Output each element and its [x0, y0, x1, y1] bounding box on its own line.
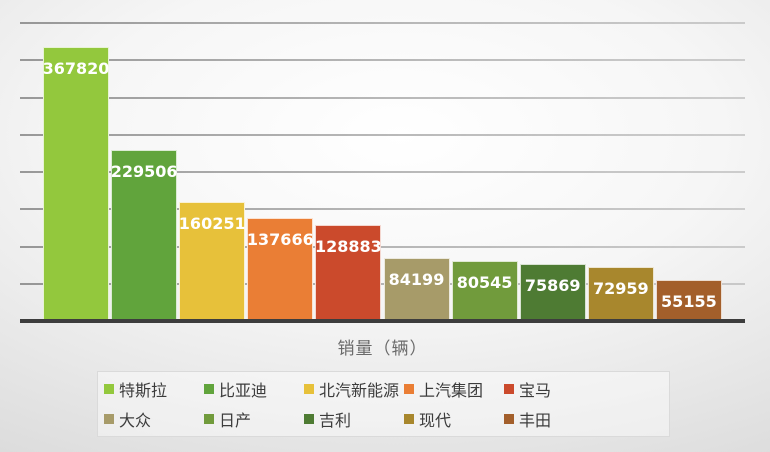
bar-value-label: 367820 [42, 59, 110, 78]
legend-item-比亚迪: 比亚迪 [204, 377, 304, 401]
legend-label: 比亚迪 [219, 383, 268, 400]
gridline-150000 [20, 208, 745, 211]
legend-label: 现代 [419, 413, 452, 430]
gridline-50000 [20, 282, 745, 285]
gridline-300000 [20, 96, 745, 99]
legend-swatch-icon [204, 384, 214, 394]
legend-item-现代: 现代 [404, 407, 504, 431]
legend-swatch-icon [104, 414, 114, 424]
bar-value-label: 55155 [661, 292, 717, 311]
legend-swatch-icon [104, 384, 114, 394]
gridline-250000 [20, 133, 745, 136]
gridline-200000 [20, 171, 745, 173]
gridline-100000 [20, 245, 745, 248]
legend-item-日产: 日产 [204, 407, 304, 431]
bar-value-label: 75869 [524, 276, 581, 295]
legend-item-特斯拉: 特斯拉 [104, 377, 204, 401]
bar-value-label: 84199 [388, 270, 445, 289]
bar-大众: 84199 [383, 258, 450, 321]
bar-特斯拉: 367820 [43, 47, 109, 321]
gridline-350000 [20, 59, 745, 62]
legend-swatch-icon [504, 414, 514, 424]
legend-label: 上汽集团 [419, 383, 484, 400]
bar-value-label: 72959 [592, 279, 649, 298]
legend-label: 北汽新能源 [319, 383, 400, 400]
legend-item-上汽集团: 上汽集团 [404, 377, 504, 401]
bar-上汽集团: 137666 [246, 218, 314, 321]
legend-label: 吉利 [319, 413, 352, 430]
x-axis-title: 销量（辆） [337, 339, 428, 358]
legend-label: 日产 [219, 413, 252, 430]
legend-item-丰田: 丰田 [504, 407, 669, 431]
legend-item-宝马: 宝马 [504, 377, 669, 401]
legend-label: 宝马 [519, 383, 552, 400]
plot-area: 367820 229506 160251 137666 128883 84199 80545… [20, 22, 745, 321]
legend: 特斯拉 比亚迪 北汽新能源 上汽集团 宝马大众 日产 吉利 现代 丰田 [97, 371, 670, 437]
bar-宝马: 128883 [315, 225, 382, 321]
legend-item-北汽新能源: 北汽新能源 [304, 377, 404, 401]
bar-北汽新能源: 160251 [178, 202, 246, 321]
bar-现代: 72959 [587, 267, 654, 321]
bar-吉利: 75869 [519, 264, 586, 321]
bar-value-label: 160251 [178, 214, 246, 233]
legend-item-大众: 大众 [104, 407, 204, 431]
legend-swatch-icon [204, 414, 214, 424]
legend-swatch-icon [404, 384, 414, 394]
legend-swatch-icon [304, 384, 314, 394]
gridline-400000 [20, 22, 745, 24]
legend-label: 大众 [119, 413, 152, 430]
legend-swatch-icon [404, 414, 414, 424]
legend-item-吉利: 吉利 [304, 407, 404, 431]
bar-value-label: 80545 [456, 273, 513, 292]
bar-丰田: 55155 [655, 280, 722, 321]
bar-value-label: 128883 [315, 237, 382, 256]
bar-value-label: 137666 [246, 230, 314, 249]
bar-value-label: 229506 [110, 162, 178, 181]
legend-swatch-icon [304, 414, 314, 424]
x-axis-line [20, 319, 745, 323]
legend-label: 丰田 [519, 413, 552, 430]
legend-swatch-icon [504, 384, 514, 394]
bar-比亚迪: 229506 [110, 150, 178, 321]
bar-日产: 80545 [451, 261, 518, 321]
legend-label: 特斯拉 [119, 383, 168, 400]
